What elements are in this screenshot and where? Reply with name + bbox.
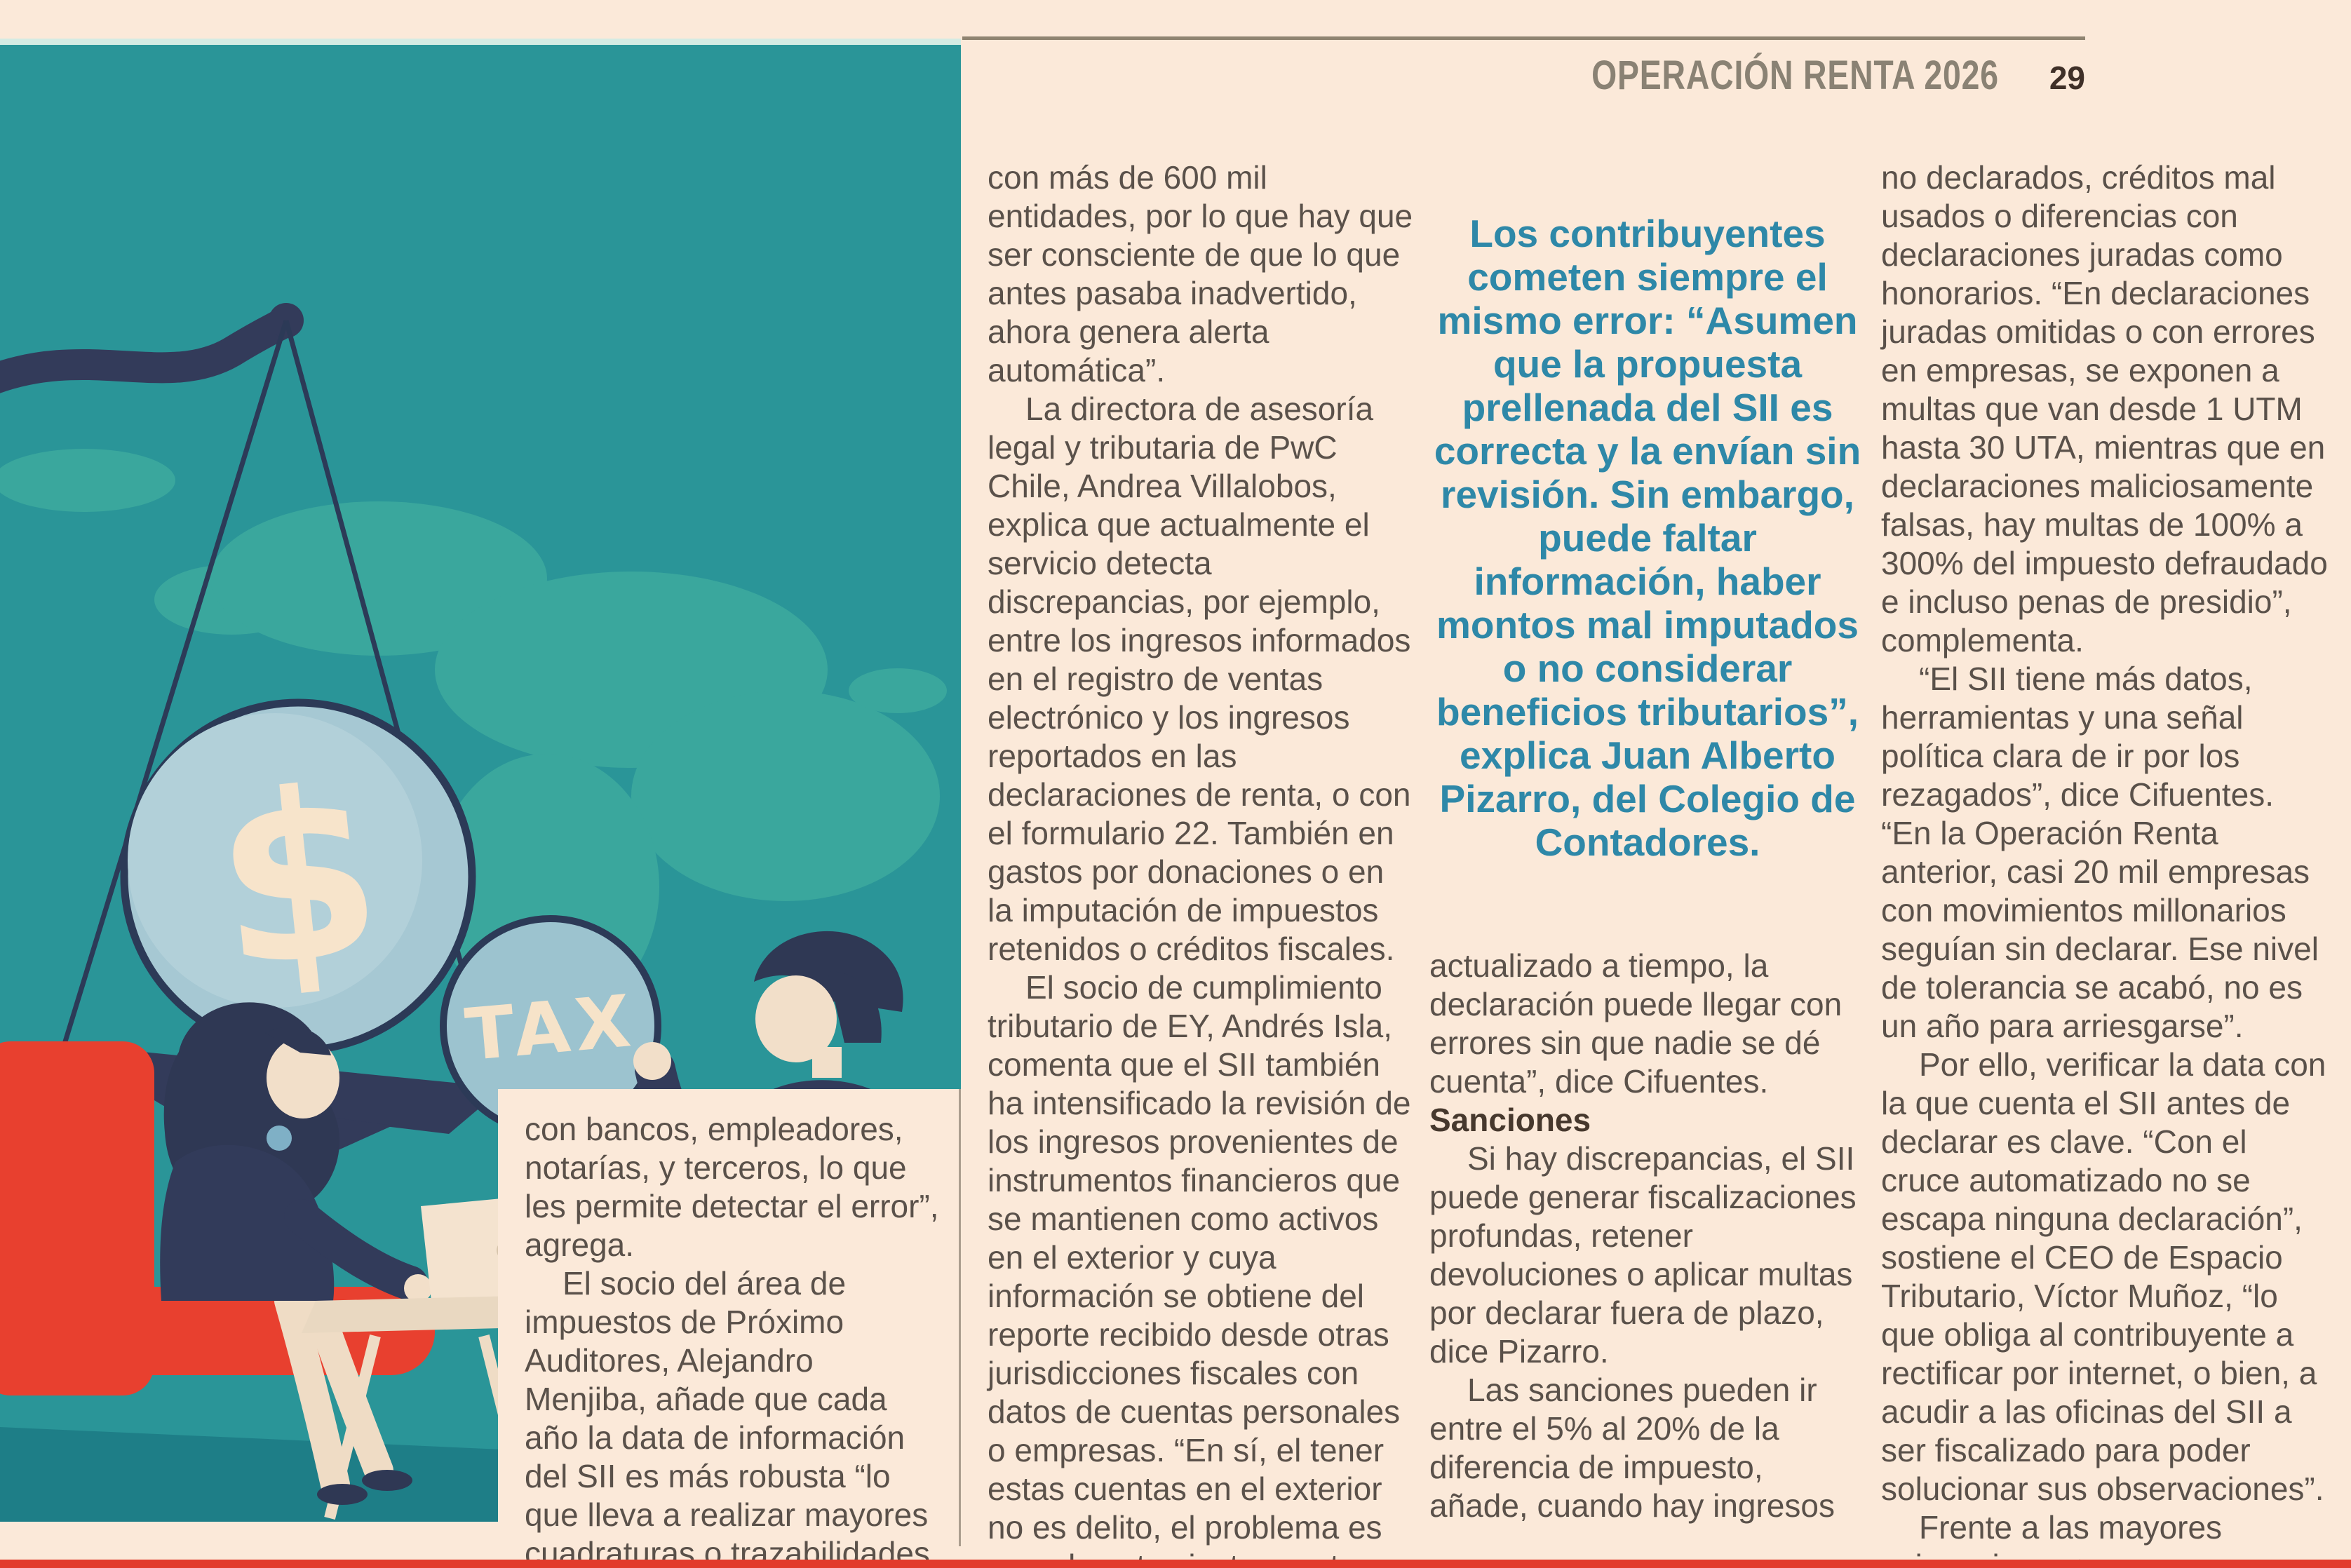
woman-face bbox=[267, 1037, 339, 1118]
tax-label: TAX bbox=[462, 980, 640, 1078]
woman-leg bbox=[274, 1286, 350, 1499]
paragraph: no declarados, créditos mal usados o dif… bbox=[1881, 159, 2328, 658]
paragraph: Si hay discrepancias, el SII puede gener… bbox=[1429, 1140, 1857, 1370]
paragraph: con bancos, empleadores, notarías, y ter… bbox=[525, 1111, 939, 1263]
footer-accent-bar bbox=[0, 1560, 2351, 1568]
man-hand bbox=[633, 1042, 671, 1080]
paragraph: con más de 600 mil entidades, por lo que… bbox=[988, 159, 1413, 388]
paragraph: actualizado a tiempo, la declaración pue… bbox=[1429, 947, 1843, 1100]
column-3: Los contribuyentes cometen siempre el mi… bbox=[1429, 158, 1866, 1547]
dollar-symbol: $ bbox=[204, 736, 393, 1021]
woman-arm bbox=[284, 1199, 428, 1301]
woman-shoe bbox=[362, 1470, 412, 1491]
page-header: OPERACIÓN RENTA 2026 29 bbox=[1490, 52, 2085, 99]
paragraph: El socio del área de impuestos de Próxim… bbox=[525, 1265, 930, 1568]
woman-hand bbox=[404, 1274, 432, 1302]
woman-jacket bbox=[160, 1144, 335, 1301]
tax-coin: TAX bbox=[440, 915, 661, 1137]
pull-quote: Los contribuyentes cometen siempre el mi… bbox=[1434, 212, 1861, 864]
paragraph: “El SII tiene más datos, herramientas y … bbox=[1881, 661, 2319, 1044]
man-face bbox=[755, 975, 837, 1062]
column-2: con más de 600 mil entidades, por lo que… bbox=[988, 158, 1417, 1568]
illustration-top-edge bbox=[0, 39, 961, 45]
scale-arm bbox=[0, 306, 301, 393]
man-neck bbox=[812, 1047, 842, 1078]
man-hair-side bbox=[828, 971, 882, 1043]
scale-string-right bbox=[283, 320, 497, 1088]
section-title: OPERACIÓN RENTA 2026 bbox=[1591, 53, 1999, 98]
page-number: 29 bbox=[2049, 60, 2085, 96]
paragraph: El socio de cumplimiento tributario de E… bbox=[988, 969, 1411, 1568]
dollar-coin: $ bbox=[120, 698, 476, 1055]
woman-shoe bbox=[317, 1484, 368, 1505]
section-heading-sanciones: Sanciones bbox=[1429, 1102, 1591, 1138]
businesswoman-figure bbox=[0, 1002, 600, 1520]
woman-collar bbox=[267, 1126, 292, 1151]
paragraph: La directora de asesoría legal y tributa… bbox=[988, 391, 1411, 967]
paragraph: Las sanciones pueden ir entre el 5% al 2… bbox=[1429, 1372, 1835, 1524]
scale-string-left bbox=[60, 319, 289, 1050]
column-overlay: con bancos, empleadores, notarías, y ter… bbox=[498, 1089, 961, 1568]
header-rule bbox=[962, 36, 2085, 40]
column-4: no declarados, créditos mal usados o dif… bbox=[1881, 158, 2330, 1568]
paragraph: Por ello, verificar la data con la que c… bbox=[1881, 1046, 2326, 1507]
woman-hair-front bbox=[265, 1027, 331, 1055]
